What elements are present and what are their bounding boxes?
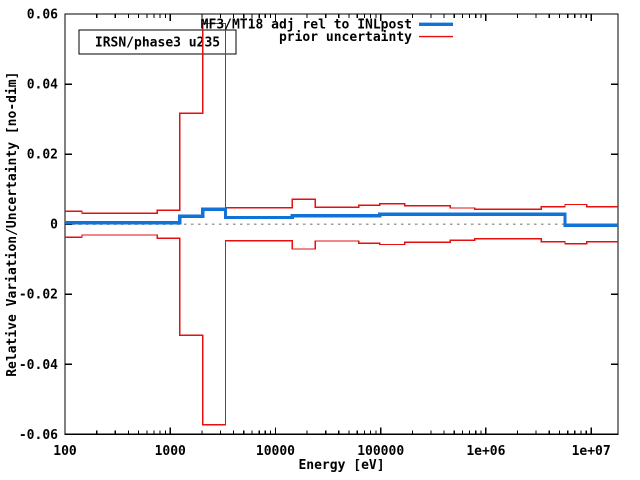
series-prior-uncertainty-lower- xyxy=(65,234,618,426)
x-axis-label: Energy [eV] xyxy=(298,458,384,473)
y-tick-label: -0.04 xyxy=(19,358,58,373)
legend-label: MF3/MT18 adj rel to INLpost xyxy=(201,18,412,33)
y-tick-label: -0.02 xyxy=(19,288,58,303)
annotation-box-label: IRSN/phase3 u235 xyxy=(95,36,220,51)
x-tick-label: 1000 xyxy=(155,444,186,459)
series-mf3-mt18-adj-rel-to-inlpost xyxy=(65,207,618,227)
x-tick-label: 1e+06 xyxy=(466,444,505,459)
y-tick-label: 0.06 xyxy=(27,8,58,23)
legend-label: prior uncertainty xyxy=(279,30,412,45)
y-tick-label: 0.02 xyxy=(27,148,58,163)
x-tick-label: 100000 xyxy=(357,444,404,459)
x-tick-label: 10000 xyxy=(256,444,295,459)
x-tick-label: 1e+07 xyxy=(572,444,611,459)
x-tick-label: 100 xyxy=(53,444,77,459)
y-tick-label: 0 xyxy=(50,218,58,233)
y-tick-label: 0.04 xyxy=(27,78,58,93)
y-tick-label: -0.06 xyxy=(19,428,58,443)
annotation-box xyxy=(78,29,237,55)
y-axis-label: Relative Variation/Uncertainty [no-dim] xyxy=(5,72,20,377)
series-prior-uncertainty-upper- xyxy=(65,22,618,214)
